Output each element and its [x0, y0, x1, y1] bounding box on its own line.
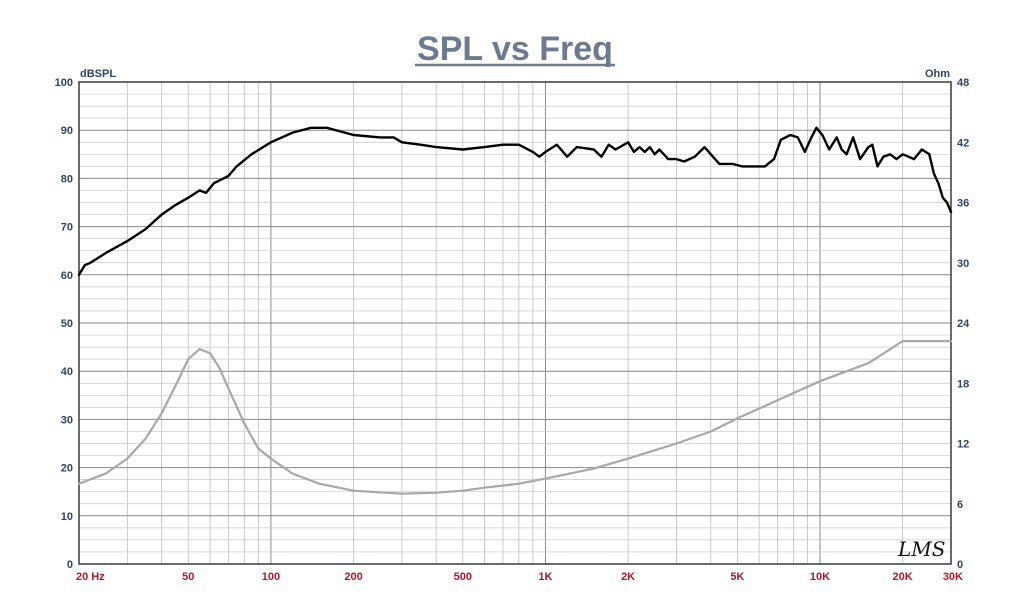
plot-border [78, 81, 952, 565]
x-tick-label: 20K [893, 571, 913, 583]
y2-tick-label: 0 [957, 559, 963, 571]
y-tick-label: 50 [61, 318, 73, 330]
x-tick-label: 5K [730, 571, 744, 583]
y-tick-label: 70 [61, 222, 73, 234]
right-axis-unit: Ohm [925, 68, 950, 80]
y2-axis-ticks: 0 6 12 18 24 30 36 42 48 [957, 77, 970, 571]
x-tick-label: 2K [621, 571, 635, 583]
y2-tick-label: 24 [957, 318, 970, 330]
y-tick-label: 80 [61, 173, 73, 185]
y-tick-label: 0 [67, 559, 73, 571]
y-tick-label: 30 [61, 414, 73, 426]
y-tick-label: 10 [61, 511, 73, 523]
y2-tick-label: 18 [957, 378, 969, 390]
impedance-curve [77, 340, 953, 495]
y-tick-label: 60 [61, 270, 73, 282]
x-tick-label: 1K [538, 571, 552, 583]
x-tick-label: 500 [454, 571, 472, 583]
x-tick-label: 10K [810, 571, 830, 583]
y-tick-label: 90 [61, 125, 73, 137]
y2-tick-label: 42 [957, 137, 969, 149]
x-tick-label: 20 Hz [76, 571, 105, 583]
y-tick-label: 40 [61, 366, 73, 378]
y2-tick-label: 6 [957, 499, 963, 511]
y2-tick-label: 12 [957, 439, 969, 451]
y-tick-label: 20 [61, 463, 73, 475]
y-axis-ticks: 0 10 20 30 40 50 60 70 80 90 100 [55, 77, 73, 571]
grid-lines [79, 82, 951, 564]
y2-tick-label: 36 [957, 198, 969, 210]
x-tick-label: 50 [182, 571, 194, 583]
series-lines [77, 126, 953, 495]
x-tick-label: 30K [943, 571, 963, 583]
x-tick-label: 100 [262, 571, 280, 583]
spl-curve [77, 126, 953, 276]
y-tick-label: 100 [55, 77, 73, 89]
lms-logo: LMS [897, 537, 945, 561]
x-axis-ticks: 20 Hz 50 100 200 500 1K 2K 5K 10K 20K 30K [76, 571, 963, 583]
y2-tick-label: 30 [957, 258, 969, 270]
x-tick-label: 200 [344, 571, 362, 583]
left-axis-unit: dBSPL [80, 68, 116, 80]
chart-title: SPL vs Freq [417, 30, 613, 68]
y2-tick-label: 48 [957, 77, 969, 89]
